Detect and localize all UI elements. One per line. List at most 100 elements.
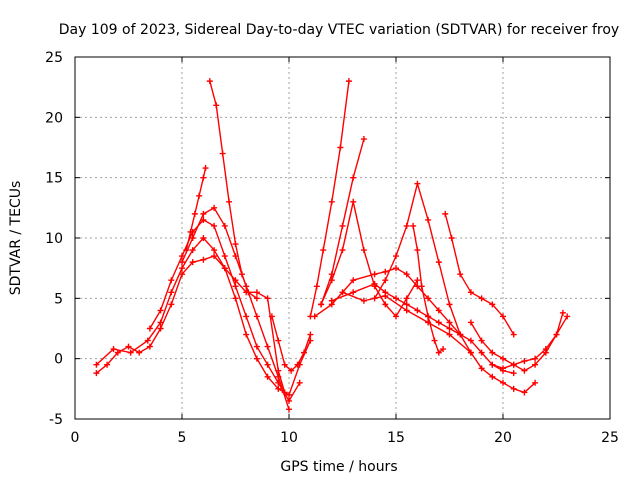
data-point [196, 192, 203, 199]
y-axis-label: SDTVAR / TECUs [8, 181, 24, 296]
data-point [157, 325, 164, 332]
data-point [219, 150, 226, 157]
data-point [268, 313, 275, 320]
data-point [393, 265, 399, 272]
data-point [328, 271, 335, 278]
data-point [300, 349, 307, 356]
data-point [93, 370, 100, 377]
data-point [136, 349, 143, 356]
data-point [245, 289, 252, 296]
data-point [448, 235, 455, 241]
data-point [339, 222, 346, 229]
y-tick-label: -5 [49, 412, 63, 428]
series-line [331, 283, 515, 374]
data-point [221, 222, 228, 229]
data-point [345, 78, 352, 85]
y-tick-label: 25 [45, 50, 63, 66]
data-point [532, 379, 539, 386]
data-point [168, 277, 175, 284]
data-point [253, 313, 260, 320]
series-arc-15 [410, 222, 447, 356]
data-point [320, 247, 327, 254]
data-point [189, 247, 196, 254]
data-point [202, 165, 209, 172]
x-tick-label: 25 [601, 430, 619, 446]
series-arc-4 [179, 204, 292, 413]
series-arc-14 [371, 180, 474, 356]
data-point [559, 309, 566, 316]
data-point [371, 295, 378, 302]
data-point [211, 247, 218, 254]
data-point [425, 295, 432, 302]
data-point [410, 222, 417, 229]
data-point [500, 355, 506, 362]
series-arc-11 [318, 136, 367, 308]
data-point [232, 295, 239, 302]
series-arc-13 [339, 289, 539, 396]
series-arc-5 [183, 165, 209, 254]
data-point [200, 256, 207, 263]
series-arc-1 [93, 253, 288, 396]
data-point [403, 301, 410, 308]
data-point [146, 343, 153, 350]
data-point [457, 271, 464, 278]
data-point [110, 346, 117, 353]
data-point [294, 361, 301, 368]
data-point [93, 361, 100, 368]
y-tick-label: 15 [45, 171, 63, 187]
data-point [191, 210, 198, 217]
data-point [168, 289, 175, 296]
data-point [189, 259, 196, 266]
data-point [339, 289, 346, 296]
data-point [179, 259, 185, 266]
data-point [360, 297, 367, 304]
data-point [286, 406, 292, 413]
data-point [350, 289, 357, 296]
series-arc-7 [268, 313, 314, 374]
data-point [275, 337, 282, 344]
data-point [435, 259, 442, 266]
data-point [425, 216, 432, 223]
x-tick-label: 5 [178, 430, 187, 446]
data-point [360, 247, 367, 254]
data-point [414, 180, 421, 187]
data-point [183, 247, 190, 254]
data-point [418, 283, 425, 290]
series-line [209, 80, 258, 300]
data-point [414, 277, 421, 284]
series-line [309, 80, 350, 318]
series-line [313, 267, 461, 336]
data-point [403, 271, 410, 278]
data-point [360, 136, 367, 143]
data-point [446, 301, 453, 308]
data-point [489, 373, 496, 380]
data-point [553, 331, 560, 338]
y-tick-label: 10 [45, 231, 63, 247]
data-point [457, 331, 464, 338]
data-point [275, 373, 282, 380]
series-line [341, 291, 536, 394]
y-tick-label: 5 [54, 291, 63, 307]
data-point [211, 253, 218, 260]
data-point [221, 253, 228, 260]
grid [75, 57, 610, 419]
data-point [382, 277, 389, 284]
data-point [500, 365, 506, 372]
data-point [200, 235, 207, 241]
series-arc-12 [328, 280, 517, 377]
data-point [510, 361, 517, 368]
data-point [414, 247, 421, 254]
data-point [467, 319, 474, 326]
data-point [350, 277, 357, 284]
data-point [253, 295, 260, 302]
data-point [264, 361, 271, 368]
series-group [93, 78, 571, 413]
data-point [200, 174, 207, 181]
x-tick-label: 15 [387, 430, 405, 446]
data-point [393, 253, 399, 260]
y-tick-label: 0 [54, 352, 63, 368]
data-point [414, 307, 421, 314]
data-point [442, 210, 449, 217]
series-arc-6 [206, 78, 260, 302]
